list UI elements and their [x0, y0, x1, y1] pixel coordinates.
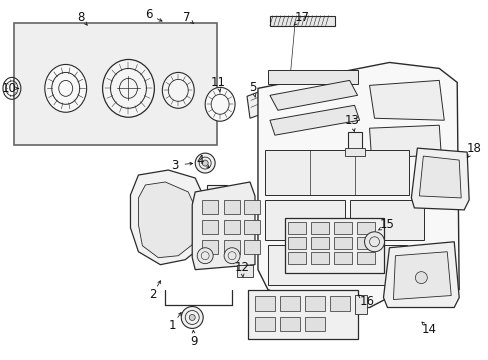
Text: 4: 4: [196, 154, 203, 167]
Circle shape: [202, 160, 208, 166]
Bar: [344, 148, 364, 156]
Text: 8: 8: [77, 11, 84, 24]
Bar: [254, 318, 274, 332]
Bar: [287, 222, 305, 234]
Ellipse shape: [45, 64, 86, 112]
Polygon shape: [192, 182, 254, 270]
Bar: [333, 237, 351, 249]
Bar: [304, 296, 324, 311]
Bar: [267, 71, 357, 84]
Text: 18: 18: [466, 141, 481, 155]
Bar: [333, 222, 351, 234]
Bar: [354, 294, 366, 315]
Text: 17: 17: [294, 11, 309, 24]
Polygon shape: [246, 88, 271, 118]
Circle shape: [195, 153, 215, 173]
Bar: [247, 289, 357, 339]
Polygon shape: [130, 170, 205, 265]
Bar: [287, 237, 305, 249]
Polygon shape: [393, 252, 450, 300]
Polygon shape: [369, 125, 440, 158]
Ellipse shape: [162, 72, 194, 108]
Ellipse shape: [102, 59, 154, 117]
Bar: [244, 240, 260, 254]
Bar: [347, 132, 361, 152]
Polygon shape: [383, 242, 458, 307]
Text: 15: 15: [379, 218, 394, 231]
Bar: [237, 265, 252, 276]
Polygon shape: [258, 62, 458, 307]
Text: 14: 14: [421, 323, 436, 336]
Circle shape: [272, 93, 282, 103]
Polygon shape: [138, 182, 196, 258]
Circle shape: [181, 306, 203, 328]
Text: 2: 2: [148, 288, 156, 301]
Text: 12: 12: [234, 261, 249, 274]
Circle shape: [224, 248, 240, 264]
Polygon shape: [269, 80, 357, 110]
Bar: [310, 237, 328, 249]
Text: 10: 10: [1, 82, 16, 95]
Polygon shape: [410, 148, 468, 210]
Bar: [356, 252, 374, 264]
Bar: [349, 200, 424, 240]
Bar: [285, 218, 384, 273]
Text: 7: 7: [182, 11, 190, 24]
Text: 1: 1: [168, 319, 176, 332]
Text: 3: 3: [171, 158, 179, 172]
Bar: [264, 200, 344, 240]
Circle shape: [197, 248, 213, 264]
Bar: [202, 220, 218, 234]
Bar: [279, 318, 299, 332]
Circle shape: [364, 232, 384, 252]
Bar: [304, 318, 324, 332]
Polygon shape: [419, 156, 460, 198]
Polygon shape: [269, 105, 359, 135]
Bar: [14, 23, 217, 145]
Bar: [267, 245, 407, 285]
Bar: [356, 237, 374, 249]
Circle shape: [189, 315, 195, 320]
Bar: [279, 296, 299, 311]
Bar: [224, 200, 240, 214]
Bar: [310, 252, 328, 264]
Bar: [287, 252, 305, 264]
Bar: [207, 185, 226, 201]
Text: 5: 5: [249, 81, 256, 94]
Text: 6: 6: [144, 8, 152, 21]
Bar: [202, 200, 218, 214]
Bar: [333, 252, 351, 264]
Polygon shape: [369, 80, 443, 120]
Bar: [356, 222, 374, 234]
Circle shape: [414, 272, 427, 284]
Bar: [254, 296, 274, 311]
Bar: [244, 220, 260, 234]
Bar: [224, 240, 240, 254]
Bar: [224, 220, 240, 234]
Text: 13: 13: [344, 114, 358, 127]
Bar: [244, 200, 260, 214]
Text: 16: 16: [359, 295, 374, 308]
Text: 9: 9: [190, 335, 198, 348]
Bar: [264, 150, 408, 195]
Bar: [269, 15, 334, 26]
Bar: [329, 296, 349, 311]
Text: 11: 11: [210, 76, 225, 89]
Ellipse shape: [205, 87, 235, 121]
Bar: [310, 222, 328, 234]
Bar: [202, 240, 218, 254]
